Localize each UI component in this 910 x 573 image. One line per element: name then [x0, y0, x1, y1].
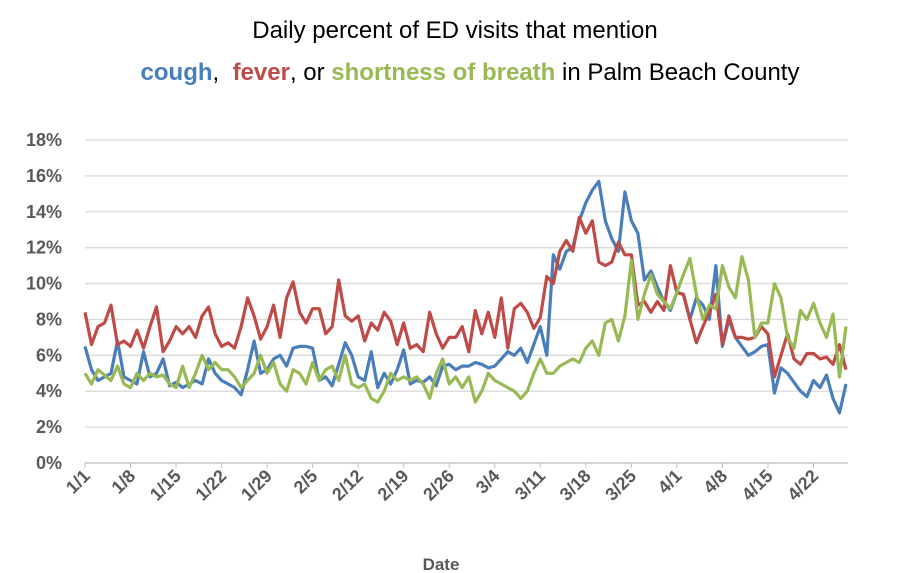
x-tick-label: 1/29: [237, 466, 276, 505]
subtitle-part: shortness of breath: [331, 59, 555, 86]
x-tick-label: 1/8: [108, 466, 140, 498]
x-tick-label: 1/15: [146, 466, 185, 505]
chart-title: Daily percent of ED visits that mention: [252, 17, 658, 44]
y-tick-label: 2%: [36, 417, 62, 437]
series-line: [83, 179, 848, 415]
x-tick-label: 3/18: [556, 466, 595, 505]
x-tick-label: 4/8: [699, 466, 731, 498]
y-tick-label: 0%: [36, 453, 62, 473]
y-tick-label: 6%: [36, 345, 62, 365]
series-line: [83, 215, 848, 379]
x-tick-label: 2/12: [328, 466, 367, 505]
chart-subtitle: cough, fever, or shortness of breath in …: [141, 59, 800, 86]
x-tick-label: 4/15: [738, 466, 777, 505]
x-tick-label: 3/11: [511, 466, 549, 504]
x-tick-label: 1/22: [191, 466, 230, 505]
x-tick-label: 2/26: [419, 466, 458, 505]
x-tick-label: 1/1: [62, 466, 94, 498]
subtitle-part: ,: [213, 59, 233, 86]
y-tick-label: 18%: [26, 130, 62, 150]
series-line: [83, 255, 848, 404]
subtitle-part: , or: [290, 59, 331, 86]
x-tick-label: 4/1: [654, 466, 686, 498]
x-axis-label: Date: [423, 555, 460, 573]
subtitle-part: cough: [141, 59, 213, 86]
subtitle-part: fever: [233, 59, 290, 86]
y-tick-label: 14%: [26, 202, 62, 222]
x-tick-label: 2/19: [374, 466, 413, 505]
y-tick-label: 12%: [26, 238, 62, 258]
y-tick-label: 8%: [36, 309, 62, 329]
y-tick-label: 10%: [26, 274, 62, 294]
y-tick-label: 4%: [36, 381, 62, 401]
subtitle-part: in Palm Beach County: [555, 59, 799, 86]
x-tick-label: 3/25: [601, 466, 640, 505]
x-tick-label: 4/22: [783, 466, 822, 505]
y-tick-label: 16%: [26, 166, 62, 186]
x-tick-label: 3/4: [472, 466, 504, 498]
x-tick-label: 2/5: [290, 466, 322, 498]
